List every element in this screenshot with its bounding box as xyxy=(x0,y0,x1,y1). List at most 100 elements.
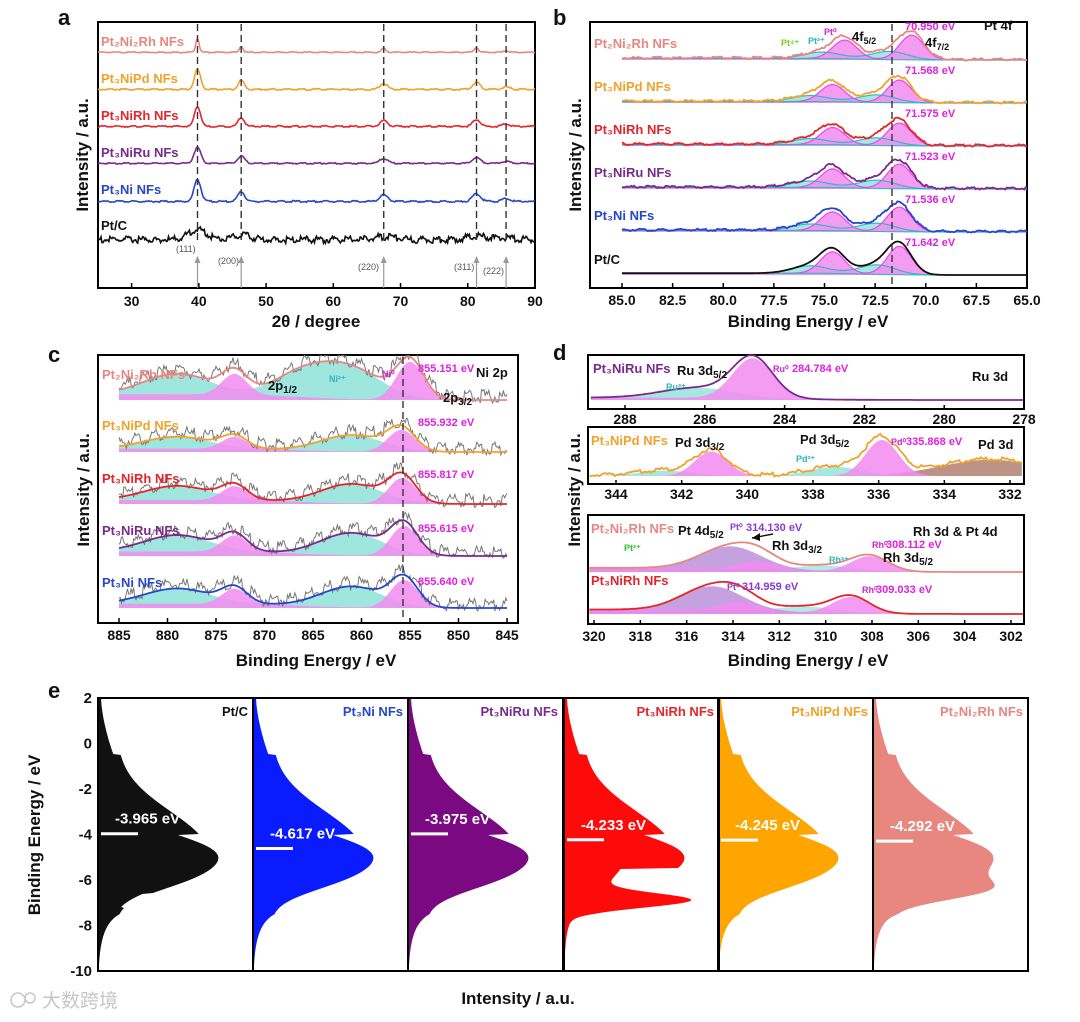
a-x-tick-label: 70 xyxy=(393,293,409,309)
a-x-tick-label: 50 xyxy=(258,293,274,309)
c-x-tick-label: 880 xyxy=(156,627,180,643)
b-label-pt3nipd: Pt₃NiPd NFs xyxy=(594,79,671,94)
c-ni0: Ni⁰ xyxy=(382,369,395,379)
b-envelope-PtC xyxy=(622,240,1027,276)
a-x-axis-title: 2θ / degree xyxy=(272,312,361,331)
a-x-tick-label: 80 xyxy=(460,293,476,309)
b-shade-pt0-Pt3NiPd xyxy=(622,80,1027,103)
d-ru-tick-label: 286 xyxy=(693,411,717,427)
d-rh-frame xyxy=(587,514,1025,625)
d-rh-tick-label: 302 xyxy=(999,628,1023,644)
d-x-axis-title: Binding Energy / eV xyxy=(728,651,889,670)
b-shade-pt0-PtC xyxy=(622,246,1027,275)
d-ru-title: Ru 3d xyxy=(972,369,1008,384)
c-ev-1: 855.151 eV xyxy=(418,363,475,375)
c-shade-ni0-Pt2Ni2Rh xyxy=(119,361,507,400)
d-y-axis-title: Intensity / a.u. xyxy=(565,433,584,546)
d-pd-frame xyxy=(587,426,1025,485)
c-shade-ni0-Pt3NiPd xyxy=(119,429,507,452)
d-ev-4: 309.033 eV xyxy=(876,584,933,596)
b-ev-4: 71.523 eV xyxy=(905,151,956,163)
panel-a: a 30 40 50 60 70 80 90 Pt₂Ni₂Rh NFs Pt₃NiPd NF… xyxy=(58,5,543,331)
panel-d-label: d xyxy=(553,340,566,365)
b-ev-5: 71.536 eV xyxy=(905,194,956,206)
e-y-tick-label: -2 xyxy=(79,781,92,798)
d-ru0: Ru⁰ xyxy=(773,364,789,374)
c-ni2: Ni²⁺ xyxy=(329,374,346,384)
a-arrow-head xyxy=(503,256,510,263)
e-dos-fill-3 xyxy=(564,698,692,971)
a-arrow-head xyxy=(194,256,201,263)
b-x-tick-label: 75.0 xyxy=(811,292,838,308)
d-pd-label-32: Pd 3d3/2 xyxy=(675,435,725,453)
panel-b-x-ticks: 85.0 82.5 80.0 77.5 75.0 72.5 70.0 67.5 65.0 xyxy=(608,283,1041,308)
a-label-pt2ni2rh: Pt₂Ni₂Rh NFs xyxy=(101,34,184,49)
panel-a-frame xyxy=(97,21,536,289)
a-hkl-311: (311) xyxy=(454,262,474,272)
c-label-pt3niru: Pt₃NiRu NFs xyxy=(102,523,180,538)
d-pd2: Pd²⁺ xyxy=(796,454,815,464)
b-4f52: 4f5/2 xyxy=(852,29,876,46)
e-dos-fill-2 xyxy=(408,698,529,971)
c-label-pt3nipd: Pt₃NiPd NFs xyxy=(102,418,179,433)
panel-a-label: a xyxy=(58,5,71,30)
b-pt4: Pt⁴⁺ xyxy=(781,38,799,48)
d-rh-shade-rh0-Pt3NiRh xyxy=(589,596,1023,614)
b-y-axis-title: Intensity / a.u. xyxy=(566,98,585,211)
a-hkl-111: (111) xyxy=(176,244,196,254)
d-rh32-label: Rh 3d3/2 xyxy=(772,538,822,556)
a-curve-PtC xyxy=(98,225,535,246)
d-pd-title: Pd 3d xyxy=(978,437,1013,452)
d-rh-shade-pt-Pt2Ni2Rh xyxy=(589,546,1023,572)
d-rh-tick-label: 306 xyxy=(907,628,931,644)
e-y-axis-title: Binding Energy / eV xyxy=(25,754,44,915)
d-rh-title: Rh 3d & Pt 4d xyxy=(913,524,998,539)
d-ev-3: 314.959 eV xyxy=(742,581,799,593)
c-x-axis-title: Binding Energy / eV xyxy=(236,651,397,670)
a-x-tick-label: 90 xyxy=(527,293,543,309)
c-x-tick-label: 860 xyxy=(350,627,374,643)
d-ru-tick-label: 280 xyxy=(933,411,957,427)
c-label-pt3nirh: Pt₃NiRh NFs xyxy=(102,471,180,486)
c-ev-5: 855.640 eV xyxy=(418,576,475,588)
c-x-tick-label: 875 xyxy=(204,627,228,643)
c-envelope-Pt3NiRu xyxy=(118,519,507,557)
d-rh-tick-label: 318 xyxy=(629,628,653,644)
a-label-pt3niru: Pt₃NiRu NFs xyxy=(101,145,179,160)
e-dband-center-value-0: -3.965 eV xyxy=(115,811,180,828)
d-pd-envelope xyxy=(589,432,1023,478)
b-x-tick-label: 80.0 xyxy=(710,292,737,308)
a-arrow-head xyxy=(473,256,480,263)
c-x-tick-label: 885 xyxy=(107,627,131,643)
panel-c: c 885 880 875 870 865 860 855 850 845 Pt₂Ni₂Rh N… xyxy=(48,342,519,670)
b-envelope-Pt3NiPd xyxy=(621,74,1027,105)
d-rh3: Rh³⁺ xyxy=(829,555,849,565)
d-rh0-b: Rh⁰ xyxy=(862,585,878,595)
b-ev-1: 70.950 eV xyxy=(905,21,956,33)
e-dos-fill-1 xyxy=(253,698,374,971)
a-arrow-head xyxy=(238,256,245,263)
d-ev-1: 314.130 eV xyxy=(746,522,803,534)
d-ru-envelope xyxy=(590,354,1023,401)
a-label-pt3nirh: Pt₃NiRh NFs xyxy=(101,108,179,123)
b-x-axis-title: Binding Energy / eV xyxy=(728,312,889,331)
a-label-pt3nipd: Pt₃NiPd NFs xyxy=(101,71,178,86)
a-hkl-200: (200) xyxy=(218,256,239,266)
a-label-pt3ni: Pt₃Ni NFs xyxy=(101,182,161,197)
a-curve-Pt3NiRu xyxy=(98,146,535,165)
panel-d: d 288 286 284 282 280 278 344 342 340 338 336 334 33… xyxy=(553,340,1036,670)
c-ev-3: 855.817 eV xyxy=(418,469,475,481)
a-curve-Pt3Ni xyxy=(98,178,535,204)
panel-b: b 85.0 82.5 80.0 77.5 75.0 72.5 70.0 67.5 65.0 P… xyxy=(553,5,1041,331)
b-label-ptc: Pt/C xyxy=(594,252,621,267)
c-x-tick-label: 845 xyxy=(495,627,519,643)
c-envelope-Pt3NiRh xyxy=(118,471,507,505)
e-dband-center-value-1: -4.617 eV xyxy=(270,826,335,843)
b-4f72: 4f7/2 xyxy=(925,35,949,52)
d-pd-tick-label: 332 xyxy=(998,486,1022,502)
d-ru-tick-label: 284 xyxy=(773,411,797,427)
d-pd-tick-label: 344 xyxy=(604,486,628,502)
a-curve-Pt2Ni2Rh xyxy=(98,37,535,54)
d-rh-envelope-Pt3NiRh xyxy=(589,581,1023,615)
